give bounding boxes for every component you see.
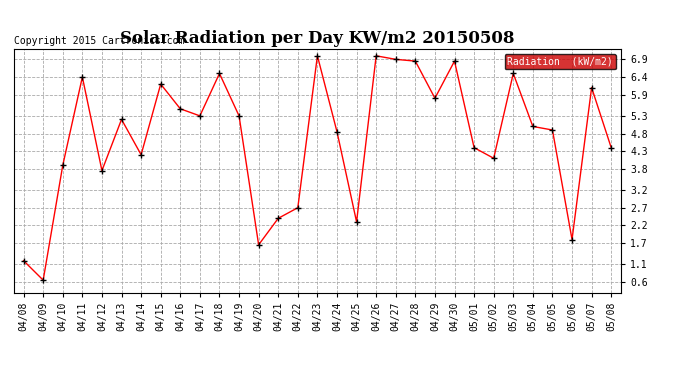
Legend: Radiation  (kW/m2): Radiation (kW/m2) bbox=[504, 54, 616, 69]
Title: Solar Radiation per Day KW/m2 20150508: Solar Radiation per Day KW/m2 20150508 bbox=[120, 30, 515, 47]
Text: Copyright 2015 Cartronics.com: Copyright 2015 Cartronics.com bbox=[14, 36, 184, 46]
